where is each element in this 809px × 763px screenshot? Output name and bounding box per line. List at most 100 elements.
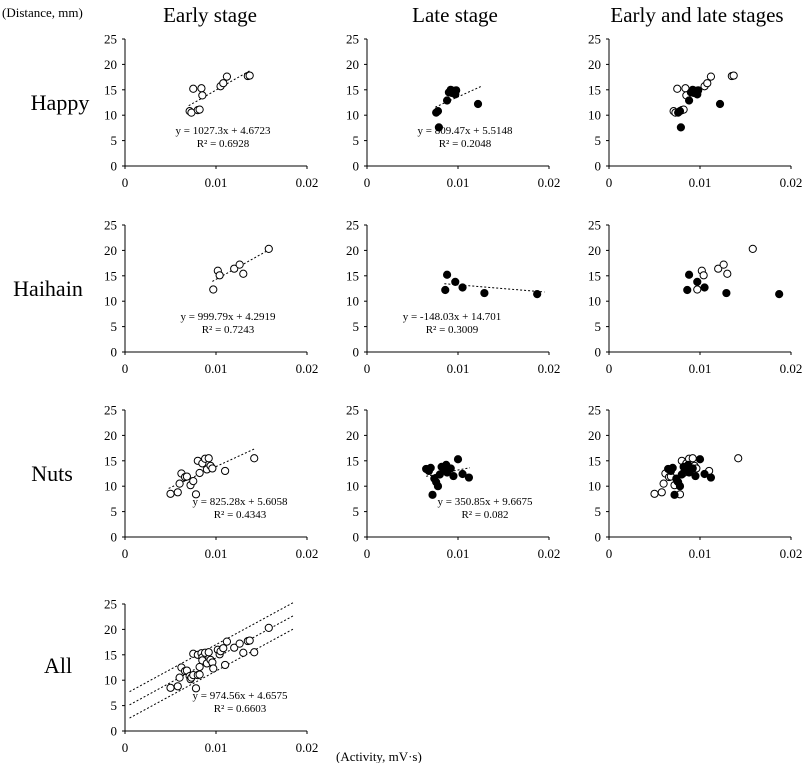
open-data-point — [714, 264, 723, 273]
y-unit-label: (Distance, mm) — [2, 5, 83, 20]
panel-haihain-both: 0 5 10 15 20 25 0 0.01 0.02 — [588, 218, 802, 377]
y-tick-label: 25 — [346, 218, 359, 233]
y-tick-label: 15 — [104, 82, 117, 97]
y-tick-label: 5 — [353, 319, 360, 334]
filled-data-point — [442, 96, 452, 105]
y-tick-label: 15 — [346, 82, 359, 97]
y-tick-label: 10 — [346, 108, 359, 123]
x-tick-label: 0 — [364, 361, 371, 376]
column-title-late: Late stage — [412, 3, 498, 27]
filled-data-point — [433, 107, 443, 116]
y-tick-label: 20 — [104, 428, 117, 443]
open-data-point — [239, 648, 248, 657]
x-tick-label: 0.01 — [447, 175, 470, 190]
y-tick-label: 10 — [104, 673, 117, 688]
open-data-point — [221, 660, 230, 670]
y-tick-label: 0 — [595, 530, 602, 545]
open-data-point — [706, 72, 716, 81]
filled-data-point — [449, 471, 458, 481]
filled-data-point — [684, 270, 694, 279]
r-squared: R² = 0.2048 — [439, 138, 492, 150]
open-data-point — [723, 269, 732, 278]
open-data-point — [208, 464, 217, 473]
open-data-point — [688, 454, 697, 463]
open-data-point — [250, 648, 259, 657]
panel-all-combined: 0 5 10 15 20 25 0 0.01 0.02 y = 974.56x + 4.6575R… — [104, 597, 318, 756]
filled-data-point — [451, 277, 460, 286]
panel-haihain-late: 0 5 10 15 20 25 0 0.01 0.02 y = -148.03x + 14.701… — [346, 218, 560, 377]
open-data-point — [734, 454, 743, 463]
y-tick-label: 5 — [111, 504, 118, 519]
panel-haihain-early: 0 5 10 15 20 25 0 0.01 0.02 y = 999.79x + 4.2919R… — [104, 218, 318, 377]
y-tick-label: 0 — [111, 724, 118, 739]
y-tick-label: 15 — [346, 453, 359, 468]
filled-data-point — [684, 96, 694, 105]
open-data-point — [230, 643, 239, 652]
y-tick-label: 10 — [588, 294, 601, 309]
y-tick-label: 25 — [346, 32, 359, 47]
open-data-point — [659, 479, 668, 488]
y-tick-label: 5 — [111, 698, 118, 713]
open-data-point — [166, 489, 175, 498]
r-squared: R² = 0.082 — [461, 509, 508, 521]
open-data-point — [166, 683, 175, 692]
y-tick-label: 20 — [104, 622, 117, 637]
y-tick-label: 0 — [595, 159, 602, 174]
filled-data-point — [706, 473, 716, 482]
x-tick-label: 0.01 — [689, 175, 712, 190]
filled-data-point — [670, 490, 679, 499]
y-tick-label: 0 — [111, 159, 118, 174]
open-data-point — [703, 79, 712, 88]
open-data-point — [204, 454, 213, 463]
y-tick-label: 5 — [595, 504, 602, 519]
filled-data-point — [434, 123, 443, 132]
open-data-point — [221, 466, 230, 476]
y-tick-label: 15 — [346, 268, 359, 283]
trend-equation: y = 825.28x + 5.6058 — [193, 496, 288, 508]
y-tick-label: 25 — [346, 403, 359, 418]
open-data-point — [250, 454, 259, 463]
filled-data-point — [446, 464, 455, 473]
x-tick-label: 0.02 — [780, 175, 803, 190]
filled-data-point — [426, 463, 435, 473]
filled-data-point — [428, 490, 437, 499]
r-squared: R² = 0.3009 — [426, 324, 479, 336]
open-data-point — [245, 636, 254, 645]
x-tick-label: 0 — [364, 546, 371, 561]
trend-equation: y = 809.47x + 5.5148 — [418, 125, 513, 137]
open-data-point — [175, 479, 184, 488]
y-tick-label: 15 — [588, 453, 601, 468]
prediction-band — [129, 628, 294, 719]
open-data-point — [189, 477, 198, 486]
y-tick-label: 10 — [346, 479, 359, 494]
open-data-point — [245, 71, 254, 80]
open-data-point — [673, 84, 682, 93]
open-data-point — [209, 285, 218, 294]
y-tick-label: 5 — [595, 133, 602, 148]
y-tick-label: 10 — [588, 479, 601, 494]
y-tick-label: 15 — [104, 268, 117, 283]
trend-equation: y = 974.56x + 4.6575 — [193, 690, 288, 702]
filled-data-point — [675, 107, 685, 116]
filled-data-point — [473, 99, 483, 109]
panel-nuts-late: 0 5 10 15 20 25 0 0.01 0.02 y = 350.85x + 9.6675R… — [346, 403, 560, 562]
x-tick-label: 0.01 — [689, 361, 712, 376]
open-data-point — [209, 664, 218, 673]
y-tick-label: 0 — [353, 345, 360, 360]
y-tick-label: 0 — [353, 159, 360, 174]
column-title-both: Early and late stages — [610, 3, 783, 27]
y-tick-label: 20 — [346, 57, 359, 72]
filled-data-point — [683, 285, 692, 295]
open-data-point — [182, 472, 191, 481]
y-tick-label: 20 — [104, 243, 117, 258]
x-tick-label: 0 — [122, 546, 129, 561]
y-tick-label: 20 — [588, 428, 601, 443]
y-tick-label: 10 — [104, 479, 117, 494]
filled-data-point — [693, 277, 702, 286]
trend-equation: y = 999.79x + 4.2919 — [181, 311, 276, 323]
y-tick-label: 15 — [588, 268, 601, 283]
r-squared: R² = 0.4343 — [214, 509, 267, 521]
x-tick-label: 0.02 — [296, 546, 319, 561]
filled-data-point — [691, 471, 700, 481]
